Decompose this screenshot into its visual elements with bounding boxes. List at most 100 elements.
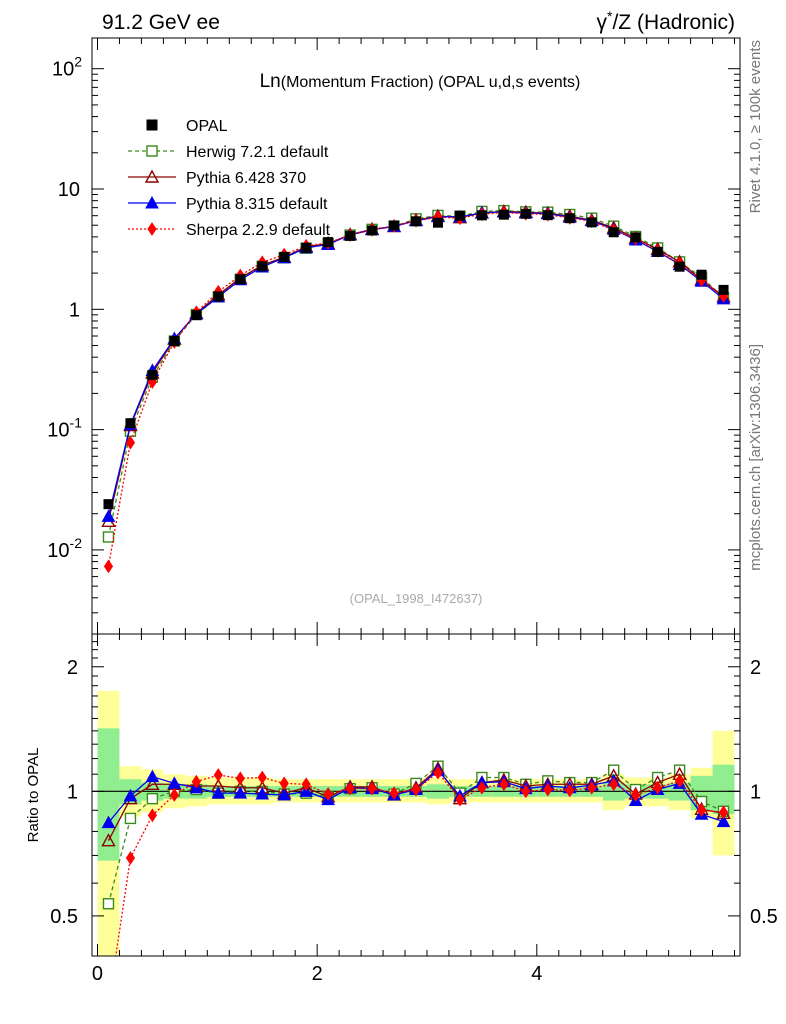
ratio-series-marker xyxy=(277,787,292,801)
main-y-tick-label: 10-2 xyxy=(47,535,82,562)
ratio-series-marker xyxy=(123,788,138,802)
main-y-tick-label: 102 xyxy=(52,54,82,81)
ratio-x-tick-label: 2 xyxy=(312,963,323,985)
ratio-series-marker xyxy=(101,833,116,847)
ratio-series-layer xyxy=(101,760,731,956)
main-series-marker xyxy=(101,509,116,522)
legend-marker xyxy=(146,119,158,131)
ratio-series-marker xyxy=(125,851,136,865)
ratio-series-marker xyxy=(102,898,115,910)
ratio-y-tick-label-right: 1 xyxy=(750,781,761,803)
data-point xyxy=(345,230,356,241)
legend-marker xyxy=(145,195,159,209)
ratio-series-marker xyxy=(101,815,116,829)
ratio-series-marker xyxy=(145,776,160,790)
ratio-series-marker xyxy=(124,812,137,825)
data-point xyxy=(476,210,487,221)
data-point xyxy=(586,217,597,228)
data-point xyxy=(696,269,707,280)
uncertainty-band-inner xyxy=(97,728,120,861)
data-point xyxy=(542,210,553,221)
ratio-series-marker xyxy=(367,781,377,796)
main-y-tick-label: 10-1 xyxy=(47,415,82,442)
ratio-series-marker xyxy=(587,780,597,795)
main-series-marker xyxy=(102,531,115,543)
rivet-version-label: Rivet 4.1.0, ≥ 100k events xyxy=(747,40,764,213)
data-point xyxy=(389,220,400,231)
energy-label: 91.2 GeV ee xyxy=(102,11,220,34)
analysis-watermark: (OPAL_1998_I472637) xyxy=(350,591,483,606)
legend: OPAL Herwig 7.2.1 default Pythia 6.428 370… xyxy=(128,118,331,239)
ratio-axis-ticks: 0 2 4 0.5 0.5 1 1 2 2 xyxy=(50,633,778,985)
ratio-series-marker xyxy=(411,782,421,797)
ratio-series-line xyxy=(115,771,724,956)
ratio-series-marker xyxy=(257,770,267,785)
data-point xyxy=(674,261,685,272)
data-point xyxy=(608,227,619,238)
data-point xyxy=(235,274,246,285)
ratio-series-marker xyxy=(211,786,226,799)
mcplots-label: mcplots.cern.ch [arXiv:1306.3436] xyxy=(747,344,764,571)
data-point xyxy=(191,310,202,321)
ratio-series-marker xyxy=(609,777,619,792)
main-series-marker xyxy=(125,435,136,450)
data-point xyxy=(257,261,268,272)
uncertainty-band-inner xyxy=(712,764,735,815)
ratio-series-marker xyxy=(499,777,509,792)
ratio-series-marker xyxy=(477,780,487,795)
ratio-series-marker xyxy=(323,787,333,801)
data-point xyxy=(125,418,136,429)
legend-entry-label: OPAL xyxy=(186,118,228,135)
data-point xyxy=(652,246,663,257)
ratio-y-tick-label-left: 1 xyxy=(67,781,78,803)
main-series-line xyxy=(107,211,724,517)
legend-entry-label: Pythia 8.315 default xyxy=(186,196,328,213)
chart-title: Ln(Momentum Fraction) (OPAL u,d,s events… xyxy=(260,71,581,92)
legend-entry-label: Herwig 7.2.1 default xyxy=(186,144,329,161)
data-point xyxy=(279,251,290,262)
ratio-plot-frame xyxy=(91,633,741,957)
data-point xyxy=(630,232,641,243)
data-point xyxy=(718,284,729,295)
ratio-series-marker xyxy=(191,774,201,789)
ratio-series-marker xyxy=(565,783,575,798)
ratio-y-tick-label-left: 0.5 xyxy=(50,906,78,928)
data-point xyxy=(213,291,224,302)
process-label: γ*/Z (Hadronic) xyxy=(597,8,735,34)
ratio-series-marker xyxy=(631,788,641,802)
data-point xyxy=(454,210,465,221)
legend-entry-label: Pythia 6.428 370 xyxy=(186,170,306,187)
ratio-x-tick-label: 0 xyxy=(92,963,103,985)
ratio-series-marker xyxy=(169,788,179,802)
ratio-series-marker xyxy=(653,780,663,795)
ratio-series-marker xyxy=(279,776,289,791)
main-series-marker xyxy=(103,559,114,574)
data-point xyxy=(301,242,312,253)
ratio-series-marker xyxy=(674,773,685,788)
ratio-series-marker xyxy=(255,787,270,800)
ratio-series-marker xyxy=(345,781,355,796)
main-y-tick-label: 10 xyxy=(58,179,80,201)
ratio-series-marker xyxy=(696,803,707,818)
ratio-series-marker xyxy=(146,792,159,805)
main-series-line xyxy=(107,211,724,567)
ratio-series-marker xyxy=(145,769,160,783)
data-point xyxy=(520,208,531,219)
ratio-series-marker xyxy=(718,805,729,820)
ratio-y-tick-label-right: 0.5 xyxy=(750,906,778,928)
legend-marker xyxy=(146,145,158,157)
ratio-series-marker xyxy=(235,771,245,786)
ratio-series-marker xyxy=(389,786,399,801)
data-point xyxy=(103,499,114,510)
ratio-series-marker xyxy=(147,808,158,823)
ratio-series-marker xyxy=(521,784,531,799)
ratio-x-tick-label: 4 xyxy=(531,963,542,985)
ratio-series-marker xyxy=(433,765,443,780)
main-series-line xyxy=(107,210,724,522)
ratio-y-tick-label-right: 2 xyxy=(750,657,761,679)
legend-marker xyxy=(147,222,157,236)
main-series-layer xyxy=(101,204,731,574)
ratio-series-marker xyxy=(213,768,223,782)
main-y-tick-label: 1 xyxy=(69,299,80,321)
